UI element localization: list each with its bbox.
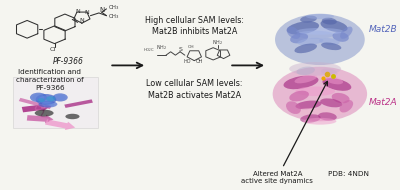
Text: S: S [178,47,182,51]
Ellipse shape [35,110,54,116]
FancyBboxPatch shape [13,77,98,128]
Ellipse shape [65,114,80,119]
Ellipse shape [318,112,337,121]
Ellipse shape [289,62,341,76]
Ellipse shape [290,33,308,43]
Ellipse shape [319,38,340,45]
Text: Mat2A: Mat2A [369,98,398,107]
Ellipse shape [55,95,66,100]
Ellipse shape [300,16,317,23]
Ellipse shape [340,27,352,39]
Ellipse shape [321,69,338,76]
Polygon shape [22,103,50,112]
Text: N: N [84,10,89,15]
Text: Mat2B: Mat2B [369,25,398,34]
Ellipse shape [295,86,335,96]
Ellipse shape [296,101,322,109]
Text: High cellular SAM levels:
Mat2B inhibits Mat2A: High cellular SAM levels: Mat2B inhibits… [145,16,244,36]
Ellipse shape [38,101,57,108]
Ellipse shape [325,76,343,84]
Ellipse shape [322,18,337,25]
Ellipse shape [32,94,44,101]
Text: PDB: 4NDN: PDB: 4NDN [328,171,369,177]
Text: OH: OH [188,45,195,49]
Text: NH$_2$: NH$_2$ [156,43,167,52]
Ellipse shape [287,21,319,35]
Ellipse shape [320,20,348,32]
Ellipse shape [287,26,300,39]
Ellipse shape [303,118,336,125]
Ellipse shape [296,66,315,75]
Ellipse shape [41,102,54,107]
Ellipse shape [294,75,317,83]
Ellipse shape [297,38,324,45]
Ellipse shape [306,14,334,19]
Ellipse shape [321,43,341,50]
Ellipse shape [36,94,56,105]
Polygon shape [64,99,93,108]
Text: N: N [99,7,104,13]
Text: CH$_3$: CH$_3$ [108,12,120,21]
Ellipse shape [320,98,342,107]
Text: CH$_3$: CH$_3$ [108,3,120,12]
Text: OH: OH [195,59,203,64]
Ellipse shape [286,101,301,114]
Text: PF-9366: PF-9366 [53,57,84,66]
Text: N: N [80,18,84,23]
Ellipse shape [273,67,367,121]
Ellipse shape [46,96,56,101]
Ellipse shape [332,93,350,103]
Text: $\mathregular{^{HO_2C}}$: $\mathregular{^{HO_2C}}$ [143,47,155,54]
Ellipse shape [30,93,47,102]
Ellipse shape [332,32,349,42]
Text: Cl: Cl [50,47,56,52]
Ellipse shape [296,28,344,35]
Text: HO: HO [184,59,192,64]
Ellipse shape [284,76,318,89]
Ellipse shape [289,91,309,101]
Ellipse shape [38,98,45,102]
Ellipse shape [300,114,321,123]
Ellipse shape [294,108,346,116]
Ellipse shape [39,96,53,103]
Ellipse shape [275,14,365,65]
Ellipse shape [296,31,334,39]
Text: NH$_2$: NH$_2$ [212,38,224,47]
Ellipse shape [53,93,68,101]
Ellipse shape [340,100,353,112]
Ellipse shape [322,78,351,91]
Polygon shape [19,98,52,109]
Text: Low cellular SAM levels:
Mat2B activates Mat2A: Low cellular SAM levels: Mat2B activates… [146,79,242,100]
Text: Altered Mat2A
active site dynamics: Altered Mat2A active site dynamics [242,81,327,184]
Ellipse shape [294,44,317,53]
Polygon shape [27,115,54,123]
Polygon shape [45,119,75,130]
Text: N: N [76,9,80,14]
Text: Identification and
characterization of
PF-9366: Identification and characterization of P… [16,69,84,91]
